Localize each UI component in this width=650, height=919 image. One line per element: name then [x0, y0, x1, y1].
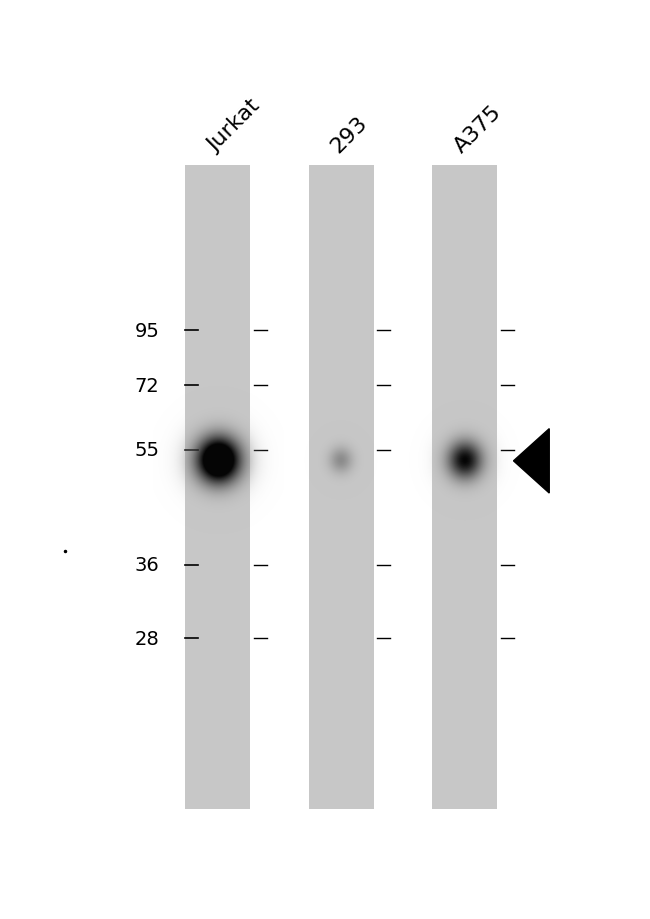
Bar: [432, 165, 497, 809]
Bar: [309, 165, 374, 809]
Text: 72: 72: [135, 377, 159, 395]
Text: 95: 95: [135, 322, 159, 340]
Text: 293: 293: [327, 112, 371, 156]
Text: 28: 28: [135, 630, 159, 648]
Text: 55: 55: [135, 441, 159, 460]
Text: 36: 36: [135, 556, 159, 574]
Bar: [185, 165, 250, 809]
Text: A375: A375: [450, 101, 506, 156]
Polygon shape: [514, 429, 549, 494]
Text: Jurkat: Jurkat: [203, 96, 263, 156]
